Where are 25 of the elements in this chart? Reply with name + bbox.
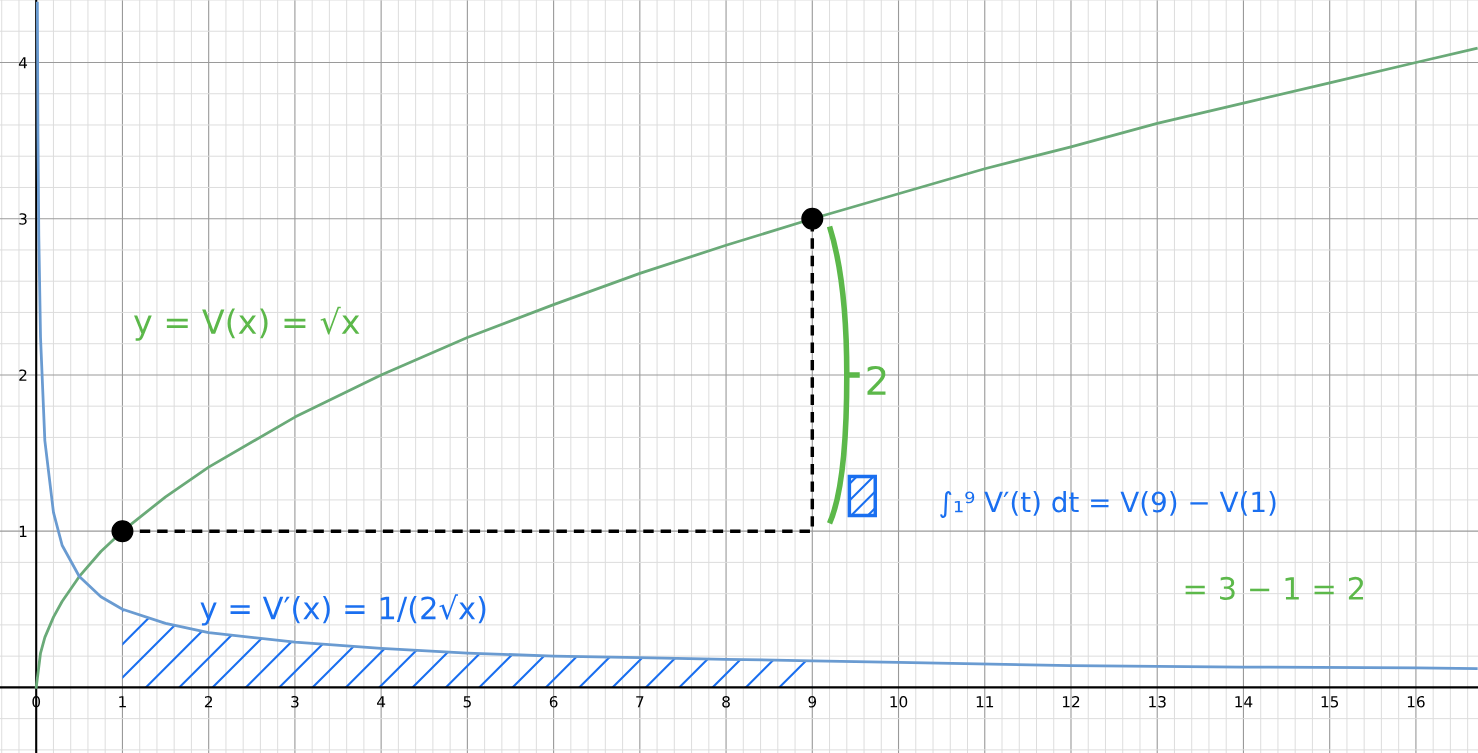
x-tick-label: 3	[291, 695, 299, 708]
x-tick-label: 2	[204, 695, 213, 708]
annotation: ∫₁⁹ V′(t) dt = V(9) − V(1)	[940, 491, 1276, 519]
x-tick-label: 16	[1407, 695, 1425, 708]
x-tick-label: 6	[549, 695, 558, 708]
x-tick-label: 4	[377, 696, 386, 708]
x-tick-label: 5	[463, 696, 471, 708]
x-tick-label: 11	[976, 696, 994, 708]
y-tick-label: 2	[19, 369, 27, 381]
x-tick-label: 15	[1321, 696, 1339, 708]
annotation: y = V(x) = √x	[134, 306, 360, 341]
x-tick-label: 8	[722, 695, 730, 708]
x-tick-label: 7	[636, 696, 644, 708]
x-tick-label: 1	[119, 696, 126, 708]
y-tick-label: 1	[19, 525, 27, 537]
x-tick-label: 14	[1235, 696, 1253, 708]
x-tick-label: 12	[1062, 695, 1080, 708]
y-tick-label: 3	[19, 213, 27, 225]
x-tick-label: 10	[890, 695, 908, 708]
annotation: 2	[867, 365, 886, 395]
y-tick-label: 4	[18, 57, 28, 69]
annotation: = 3 − 1 = 2	[1185, 576, 1364, 600]
x-tick-label: 13	[1149, 695, 1166, 708]
x-tick-label: 9	[808, 695, 817, 708]
annotation: y = V′(x) = 1/(2√x)	[200, 594, 486, 626]
